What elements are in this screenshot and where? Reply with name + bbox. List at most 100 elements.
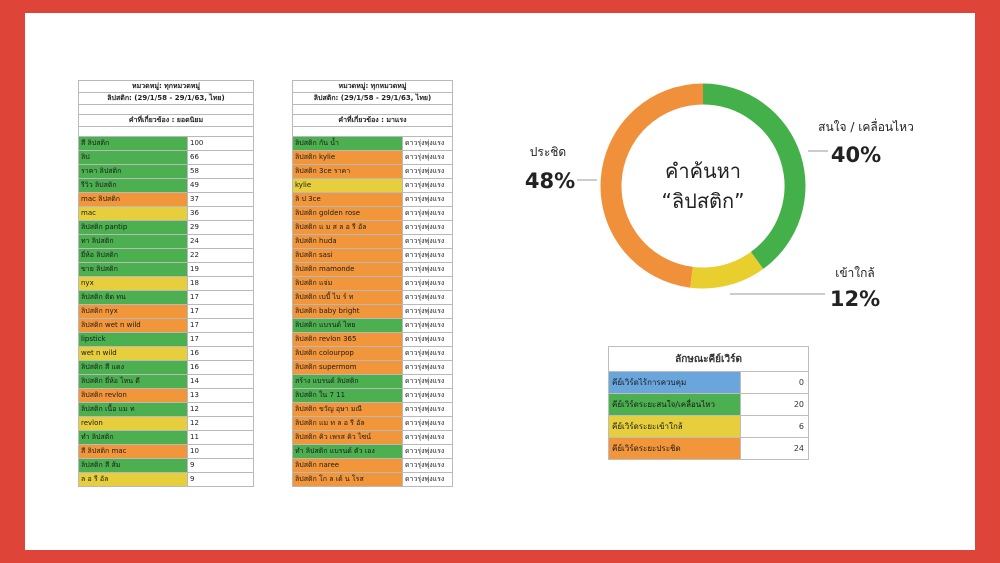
table-row: ลิปสติก wet n wild 17 — [78, 318, 254, 333]
keyword-term: ลิปสติก โก ล เด้ น โรส — [292, 472, 403, 487]
table-row: lipstick 17 — [78, 332, 254, 347]
keyword-term: ลิปสติก แบรนด์ ไทย — [292, 318, 403, 333]
slice-label-interest: สนใจ / เคลื่อนไหว — [818, 118, 914, 134]
keyword-term: ทำ ลิปสติก — [78, 430, 188, 445]
keyword-value: 9 — [187, 472, 254, 487]
table-row: ลิปสติก คิว เพรส คิว ไซน์ ดาวรุ่งพุ่งแรง — [292, 430, 453, 445]
keyword-term: ลิปสติก revlon — [78, 388, 188, 403]
table-row: ลิปสติก เนื้อ แม ท 12 — [78, 402, 254, 417]
keyword-term: ลิปสติก wet n wild — [78, 318, 188, 333]
keyword-type-count: 20 — [740, 393, 809, 416]
keyword-term: ลิปสติก supermom — [292, 360, 403, 375]
table-row: ลิปสติก revlon 365 ดาวรุ่งพุ่งแรง — [292, 332, 453, 347]
table-row: ยี่ห้อ ลิปสติก 22 — [78, 248, 254, 263]
keyword-term: ลิปสติก สี ส้ม — [78, 458, 188, 473]
keyword-term: ลิปสติก แ ม ส ล อ รี อัล — [292, 220, 403, 235]
slice-close — [600, 83, 704, 288]
table-row: ลิปสติก revlon 13 — [78, 388, 254, 403]
slice-value-near: 12% — [830, 287, 880, 311]
keyword-term: ลิปสติก แจ่ม — [292, 276, 403, 291]
keyword-term: ลิ ป 3ce — [292, 192, 403, 207]
table-row: mac ลิปสติก 37 — [78, 192, 254, 207]
keyword-type-body: คีย์เวิร์ดไร้การควบคุม 0 คีย์เวิร์ดระยะสนใ… — [608, 371, 809, 460]
slice-interest — [702, 83, 806, 269]
keyword-type-row: คีย์เวิร์ดระยะสนใจ/เคลื่อนไหว 20 — [608, 393, 809, 416]
table-row: kylie ดาวรุ่งพุ่งแรง — [292, 178, 453, 193]
keyword-type-label: คีย์เวิร์ดระยะประชิด — [608, 437, 741, 460]
table-row: ลิปสติก golden rose ดาวรุ่งพุ่งแรง — [292, 206, 453, 221]
table-row: ลิปสติก ใน 7 11 ดาวรุ่งพุ่งแรง — [292, 388, 453, 403]
keyword-term: สี ลิปสติก — [78, 136, 188, 151]
keyword-term: รีวิว ลิปสติก — [78, 178, 188, 193]
keyword-type-row: คีย์เวิร์ดระยะประชิด 24 — [608, 437, 809, 460]
keyword-term: ลิปสติก ยี่ห้อ ไหน ดี — [78, 374, 188, 389]
table-row: ทำ ลิปสติก แบรนด์ ตัว เอง ดาวรุ่งพุ่งแรง — [292, 444, 453, 459]
keyword-type-table: ลักษณะคีย์เวิร์ด คีย์เวิร์ดไร้การควบคุม 0… — [608, 346, 809, 460]
chart-center-label-line1: คำค้นหา — [665, 159, 741, 183]
keyword-term: ลิปสติก คิว เพรส คิว ไซน์ — [292, 430, 403, 445]
keyword-term: ลิป — [78, 150, 188, 165]
table-row: ลิปสติก huda ดาวรุ่งพุ่งแรง — [292, 234, 453, 249]
table-row: ล อ รี อัล 9 — [78, 472, 254, 487]
keyword-term: ลิปสติก ติด ทน — [78, 290, 188, 305]
table-row: ลิปสติก pantip 29 — [78, 220, 254, 235]
table-body: ลิปสติก กัน น้ำ ดาวรุ่งพุ่งแรง ลิปสติก kyl… — [292, 136, 453, 487]
keyword-term: ลิปสติก ใน 7 11 — [292, 388, 403, 403]
table-row: ลิปสติก สี ส้ม 9 — [78, 458, 254, 473]
keyword-term: ลิปสติก สี แดง — [78, 360, 188, 375]
table-row: ลิปสติก ติด ทน 17 — [78, 290, 254, 305]
table-row: ทำ ลิปสติก 11 — [78, 430, 254, 445]
table-row: revlon 12 — [78, 416, 254, 431]
keyword-term: ล อ รี อัล — [78, 472, 188, 487]
keyword-value: ดาวรุ่งพุ่งแรง — [402, 234, 453, 249]
keyword-type-count: 24 — [740, 437, 809, 460]
rising-keywords-table: หมวดหมู่: ทุกหมวดหมู่ ลิปสติก: (29/1/58 … — [292, 80, 453, 487]
slice-value-interest: 40% — [831, 143, 881, 167]
table-row: ขาย ลิปสติก 19 — [78, 262, 254, 277]
keyword-term: ทำ ลิปสติก แบรนด์ ตัว เอง — [292, 444, 403, 459]
table-row: ลิปสติก โก ล เด้ น โรส ดาวรุ่งพุ่งแรง — [292, 472, 453, 487]
table-body: สี ลิปสติก 100 ลิป 66 ราคา ลิปสติก 58 รีวิว ลิ… — [78, 136, 254, 487]
keyword-term: ลิปสติก baby bright — [292, 304, 403, 319]
keyword-type-count: 6 — [740, 415, 809, 438]
keyword-term: ลิปสติก golden rose — [292, 206, 403, 221]
keyword-term: lipstick — [78, 332, 188, 347]
table-row: รีวิว ลิปสติก 49 — [78, 178, 254, 193]
keyword-term: ลิปสติก kylie — [292, 150, 403, 165]
keyword-value: ดาวรุ่งพุ่งแรง — [402, 472, 453, 487]
keyword-term: ลิปสติก revlon 365 — [292, 332, 403, 347]
keyword-type-label: คีย์เวิร์ดระยะสนใจ/เคลื่อนไหว — [608, 393, 741, 416]
keyword-term: ขาย ลิปสติก — [78, 262, 188, 277]
table-row: ลิปสติก nyx 17 — [78, 304, 254, 319]
keyword-value: 16 — [187, 360, 254, 375]
keyword-type-title: ลักษณะคีย์เวิร์ด — [608, 346, 809, 372]
keyword-term: ลิปสติก เบบี้ ไบ ร์ ท — [292, 290, 403, 305]
slice-label-close: ประชิด — [530, 145, 566, 159]
keyword-term: ลิปสติก huda — [292, 234, 403, 249]
keyword-type-row: คีย์เวิร์ดระยะเข้าใกล้ 6 — [608, 415, 809, 438]
table-row: ลิปสติก สี แดง 16 — [78, 360, 254, 375]
table-row: ลิปสติก baby bright ดาวรุ่งพุ่งแรง — [292, 304, 453, 319]
table-row: ลิปสติก supermom ดาวรุ่งพุ่งแรง — [292, 360, 453, 375]
keyword-term: nyx — [78, 276, 188, 291]
table-row: ลิปสติก แบรนด์ ไทย ดาวรุ่งพุ่งแรง — [292, 318, 453, 333]
table-row: ลิปสติก ยี่ห้อ ไหน ดี 14 — [78, 374, 254, 389]
keyword-type-row: คีย์เวิร์ดไร้การควบคุม 0 — [608, 371, 809, 394]
keyword-term: ลิปสติก เนื้อ แม ท — [78, 402, 188, 417]
keyword-value: 49 — [187, 178, 254, 193]
keyword-type-label: คีย์เวิร์ดระยะเข้าใกล้ — [608, 415, 741, 438]
popular-keywords-table: หมวดหมู่: ทุกหมวดหมู่ ลิปสติก: (29/1/58 … — [78, 80, 254, 487]
table-row: ลิปสติก kylie ดาวรุ่งพุ่งแรง — [292, 150, 453, 165]
slice-value-close: 48% — [525, 169, 575, 193]
keyword-value: ดาวรุ่งพุ่งแรง — [402, 178, 453, 193]
keyword-term: ราคา ลิปสติก — [78, 164, 188, 179]
table-row: สี ลิปสติก 100 — [78, 136, 254, 151]
table-row: ลิ ป 3ce ดาวรุ่งพุ่งแรง — [292, 192, 453, 207]
table-row: nyx 18 — [78, 276, 254, 291]
keyword-term: kylie — [292, 178, 403, 193]
keyword-type-label: คีย์เวิร์ดไร้การควบคุม — [608, 371, 741, 394]
table-row: ลิปสติก แจ่ม ดาวรุ่งพุ่งแรง — [292, 276, 453, 291]
table-row: ลิปสติก แ ม ส ล อ รี อัล ดาวรุ่งพุ่งแรง — [292, 220, 453, 235]
slice-near — [690, 251, 764, 289]
